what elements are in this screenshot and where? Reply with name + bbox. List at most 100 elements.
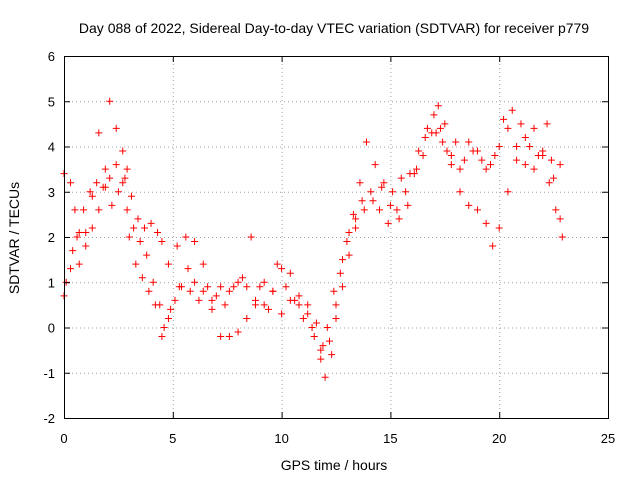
data-point (447, 152, 455, 160)
data-point (195, 296, 203, 304)
data-point (101, 165, 109, 173)
series-track-b (60, 97, 566, 350)
data-point (234, 278, 242, 286)
data-point (482, 219, 490, 227)
data-point (69, 247, 77, 255)
data-point (491, 152, 499, 160)
plot-frame (64, 56, 609, 419)
data-point (121, 174, 129, 182)
data-point (328, 351, 336, 359)
data-point (465, 201, 473, 209)
data-point (421, 133, 429, 141)
data-point (191, 278, 199, 286)
data-point (225, 287, 233, 295)
data-point (397, 174, 405, 182)
data-point (321, 373, 329, 381)
data-point (234, 328, 242, 336)
x-tick-label: 5 (169, 431, 176, 446)
data-point (119, 147, 127, 155)
data-point (112, 161, 120, 169)
data-point (402, 188, 410, 196)
data-point (434, 102, 442, 110)
data-point (371, 161, 379, 169)
data-point (415, 147, 423, 155)
data-point (225, 333, 233, 341)
x-tick-labels: 0 5 10 15 20 25 (60, 431, 615, 446)
data-point (167, 305, 175, 313)
data-point (456, 165, 464, 173)
data-point (119, 179, 127, 187)
data-point (343, 238, 351, 246)
data-point (171, 296, 179, 304)
data-point (208, 305, 216, 313)
data-point (265, 305, 273, 313)
data-point (460, 156, 468, 164)
data-point (545, 179, 553, 187)
data-point (256, 283, 264, 291)
data-point (251, 301, 259, 309)
x-tick-label: 10 (274, 431, 288, 446)
data-point (378, 183, 386, 191)
data-point (93, 179, 101, 187)
data-point (125, 233, 133, 241)
data-point (112, 124, 120, 132)
data-point (67, 179, 75, 187)
data-point (384, 219, 392, 227)
data-point (345, 228, 353, 236)
data-point (67, 265, 75, 273)
data-point (413, 165, 421, 173)
data-point (534, 152, 542, 160)
y-tick-label: 3 (48, 185, 55, 200)
data-point (80, 206, 88, 214)
data-point (149, 278, 157, 286)
data-point (362, 138, 370, 146)
data-point (332, 301, 340, 309)
data-point (530, 124, 538, 132)
data-point (317, 355, 325, 363)
data-point (486, 161, 494, 169)
y-axis-label: SDTVAR / TECUs (6, 182, 22, 294)
data-point (330, 287, 338, 295)
data-point (478, 156, 486, 164)
data-point (199, 287, 207, 295)
data-point (406, 170, 414, 178)
y-tick-label: 1 (48, 275, 55, 290)
data-point (130, 224, 138, 232)
data-point (430, 111, 438, 119)
x-tick-label: 20 (492, 431, 506, 446)
data-point (336, 269, 344, 277)
data-point (447, 161, 455, 169)
data-point (132, 260, 140, 268)
data-point (358, 197, 366, 205)
data-point (339, 283, 347, 291)
data-point (269, 287, 277, 295)
data-point (547, 156, 555, 164)
data-point (441, 120, 449, 128)
data-point (356, 179, 364, 187)
data-point (191, 238, 199, 246)
data-point (158, 238, 166, 246)
series-track-c (62, 106, 564, 354)
data-point (369, 197, 377, 205)
data-point (173, 242, 181, 250)
data-point (212, 292, 220, 300)
data-points (60, 97, 566, 381)
data-point (352, 215, 360, 223)
y-tick-label: 0 (48, 321, 55, 336)
data-point (556, 215, 564, 223)
x-tick-label: 0 (60, 431, 67, 446)
data-point (558, 233, 566, 241)
data-point (86, 188, 94, 196)
data-point (141, 224, 149, 232)
data-point (278, 310, 286, 318)
data-point (380, 179, 388, 187)
data-point (247, 233, 255, 241)
data-point (465, 138, 473, 146)
data-point (436, 124, 444, 132)
data-point (317, 346, 325, 354)
data-point (108, 201, 116, 209)
y-tick-label: 2 (48, 230, 55, 245)
data-point (243, 283, 251, 291)
